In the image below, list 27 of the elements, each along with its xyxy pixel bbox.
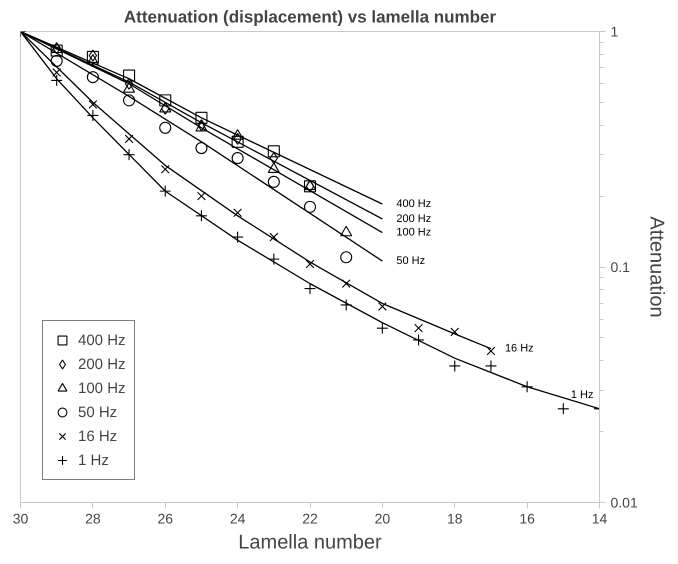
legend-label: 200 Hz (78, 356, 126, 372)
x-tick-label: 20 (374, 510, 390, 526)
annotation: 200 Hz (396, 212, 432, 225)
x-tick-label: 22 (302, 510, 318, 526)
x-tick-label: 28 (85, 510, 101, 526)
x-tick-label: 30 (12, 510, 28, 526)
legend-label: 400 Hz (78, 332, 126, 348)
y-tick-label: 0.01 (610, 494, 638, 510)
annotation: 16 Hz (504, 342, 534, 355)
x-tick-label: 26 (157, 510, 174, 526)
legend-label: 16 Hz (78, 428, 118, 444)
annotation: 50 Hz (396, 255, 426, 268)
x-tick-label: 16 (519, 510, 536, 526)
legend-label: 1 Hz (78, 452, 109, 468)
x-tick-label: 24 (230, 510, 246, 526)
annotation: 1 Hz (570, 388, 594, 401)
x-axis-title: Lamella number (238, 532, 382, 554)
x-tick-label: 18 (446, 510, 463, 526)
legend-label: 50 Hz (78, 404, 118, 420)
chart-title: Attenuation (displacement) vs lamella number (124, 8, 496, 26)
y-axis-title: Attenuation (646, 216, 668, 318)
annotation: 400 Hz (396, 198, 432, 210)
legend-label: 100 Hz (78, 380, 126, 396)
y-tick-label: 0.1 (610, 259, 630, 275)
x-tick-label: 14 (592, 510, 608, 526)
annotation: 100 Hz (396, 226, 432, 239)
y-tick-label: 1 (610, 24, 618, 40)
